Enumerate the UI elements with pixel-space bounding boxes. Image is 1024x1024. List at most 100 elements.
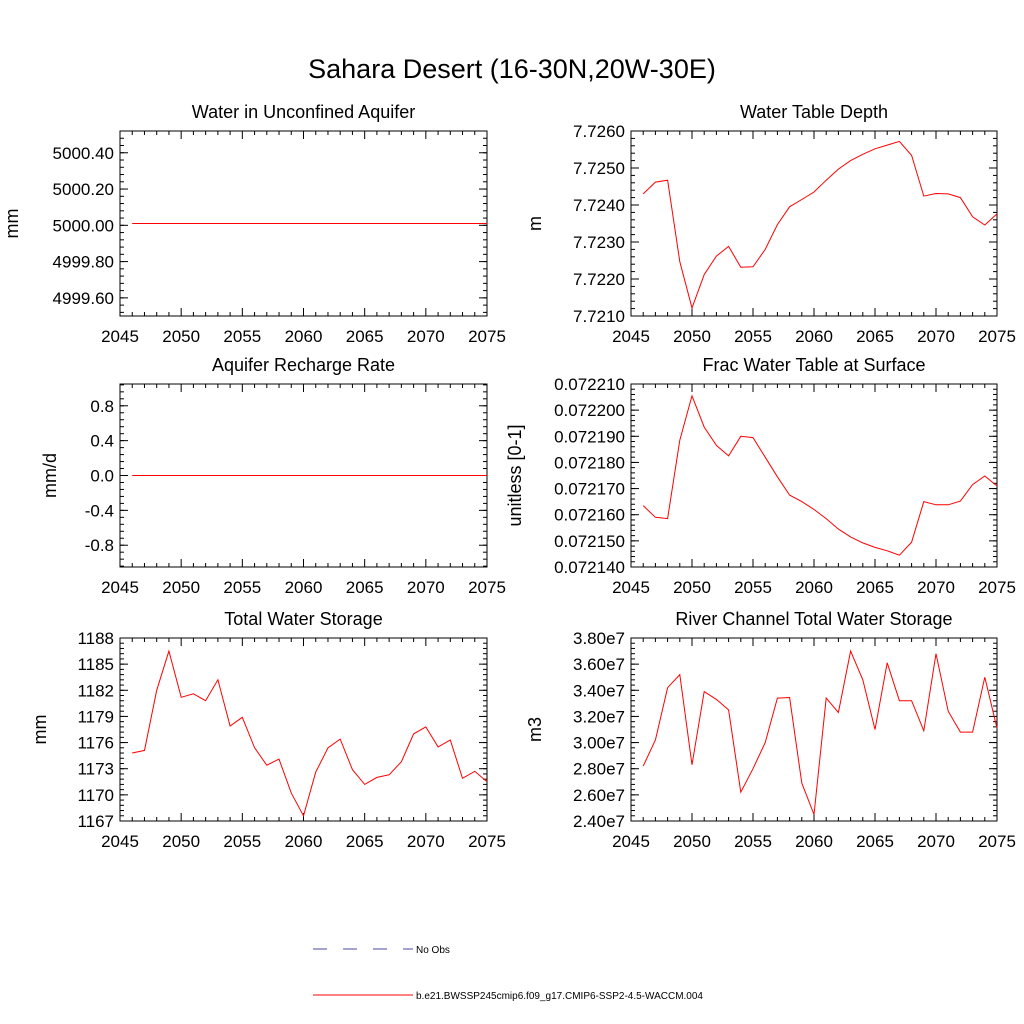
x-tick-label: 2055 bbox=[734, 327, 772, 346]
y-tick-label: 2.80e7 bbox=[573, 760, 625, 779]
x-tick-label: 2050 bbox=[162, 578, 200, 597]
x-tick-label: 2070 bbox=[407, 327, 445, 346]
legend-label-no-obs: No Obs bbox=[416, 945, 450, 956]
x-tick-label: 2045 bbox=[101, 578, 139, 597]
x-tick-label: 2045 bbox=[612, 327, 650, 346]
panel-1: Water in Unconfined Aquifer mm 2045 2050 205… bbox=[2, 102, 506, 346]
series-line bbox=[642, 394, 998, 556]
legend-label-model: b.e21.BWSSP245cmip6.f09_g17.CMIP6-SSP2-4… bbox=[416, 991, 703, 1002]
x-tick-label: 2075 bbox=[978, 327, 1016, 346]
x-tick-label: 2045 bbox=[101, 327, 139, 346]
x-tick-label: 2060 bbox=[285, 832, 323, 851]
y-tick-label: 4999.80 bbox=[53, 253, 114, 272]
y-tick-label: 7.7240 bbox=[573, 196, 625, 215]
y-tick-label: 2.60e7 bbox=[573, 786, 625, 805]
y-tick-label: 0.8 bbox=[90, 397, 114, 416]
y-axis-label: mm bbox=[2, 209, 22, 239]
plot-frame bbox=[630, 383, 998, 568]
x-tick-label: 2060 bbox=[795, 832, 833, 851]
plot-frame bbox=[630, 637, 998, 822]
y-tick-label: 5000.40 bbox=[53, 144, 114, 163]
x-tick-label: 2050 bbox=[673, 327, 711, 346]
x-tick-label: 2065 bbox=[856, 327, 894, 346]
y-axis-label: mm bbox=[30, 715, 50, 745]
x-tick-label: 2060 bbox=[795, 327, 833, 346]
y-tick-label: 0.072180 bbox=[554, 453, 625, 472]
y-tick-label: 7.7250 bbox=[573, 159, 625, 178]
panel-title: River Channel Total Water Storage bbox=[675, 609, 952, 629]
y-tick-label: 3.60e7 bbox=[573, 655, 625, 674]
y-tick-label: 1185 bbox=[77, 655, 114, 674]
panel-title: Water Table Depth bbox=[740, 102, 888, 122]
panel-5: Total Water Storage mm 2045 2050 2055 2060 206… bbox=[30, 609, 506, 851]
x-tick-label: 2075 bbox=[978, 578, 1016, 597]
x-tick-label: 2075 bbox=[978, 832, 1016, 851]
y-tick-label: 4999.60 bbox=[53, 289, 114, 308]
x-tick-label: 2070 bbox=[407, 832, 445, 851]
panel-title: Aquifer Recharge Rate bbox=[212, 355, 395, 375]
y-tick-label: 2.40e7 bbox=[573, 812, 625, 831]
x-tick-label: 2055 bbox=[734, 832, 772, 851]
x-tick-label: 2060 bbox=[285, 327, 323, 346]
y-tick-label: 7.7230 bbox=[573, 233, 625, 252]
x-tick-label: 2050 bbox=[162, 327, 200, 346]
figure-title: Sahara Desert (16-30N,20W-30E) bbox=[308, 54, 716, 84]
x-tick-label: 2060 bbox=[795, 578, 833, 597]
y-tick-label: 0.4 bbox=[90, 432, 114, 451]
x-tick-label: 2060 bbox=[285, 578, 323, 597]
panel-2: Water Table Depth m 2045 2050 2055 2060 2065 20… bbox=[525, 102, 1016, 346]
x-tick-label: 2055 bbox=[223, 832, 261, 851]
x-tick-label: 2050 bbox=[673, 578, 711, 597]
panel-3: Aquifer Recharge Rate mm/d 2045 2050 2055 206… bbox=[40, 355, 506, 597]
y-tick-label: 0.072170 bbox=[554, 480, 625, 499]
y-tick-label: 1179 bbox=[77, 707, 114, 726]
panel-4: Frac Water Table at Surface unitless [0-1… bbox=[505, 355, 1016, 597]
y-tick-label: 5000.00 bbox=[53, 216, 114, 235]
x-tick-label: 2075 bbox=[468, 578, 506, 597]
x-tick-label: 2045 bbox=[612, 832, 650, 851]
y-axis-label: m bbox=[525, 216, 545, 231]
x-tick-label: 2070 bbox=[917, 578, 955, 597]
y-tick-label: 3.00e7 bbox=[573, 734, 625, 753]
x-tick-label: 2050 bbox=[162, 832, 200, 851]
y-tick-label: 1173 bbox=[77, 760, 114, 779]
x-tick-label: 2065 bbox=[856, 578, 894, 597]
plot-frame bbox=[119, 637, 488, 822]
x-tick-label: 2070 bbox=[917, 832, 955, 851]
series-line bbox=[132, 649, 488, 818]
y-tick-label: 1170 bbox=[77, 786, 114, 805]
y-tick-label: 0.072160 bbox=[554, 506, 625, 525]
y-tick-label: 1167 bbox=[77, 812, 114, 831]
y-tick-label: -0.8 bbox=[85, 536, 114, 555]
y-axis-label: unitless [0-1] bbox=[505, 424, 525, 526]
y-tick-label: 7.7220 bbox=[573, 270, 625, 289]
y-tick-label: 1182 bbox=[77, 681, 114, 700]
y-tick-label: 5000.20 bbox=[53, 180, 114, 199]
y-tick-label: 1176 bbox=[77, 734, 114, 753]
y-tick-label: 0.072190 bbox=[554, 427, 625, 446]
y-tick-label: 0.072150 bbox=[554, 532, 625, 551]
y-tick-label: 7.7210 bbox=[573, 307, 625, 326]
x-tick-label: 2050 bbox=[673, 832, 711, 851]
y-tick-label: 0.0 bbox=[90, 467, 114, 486]
x-tick-label: 2045 bbox=[101, 832, 139, 851]
x-tick-label: 2055 bbox=[223, 578, 261, 597]
plot-frame bbox=[630, 130, 998, 317]
y-tick-label: 3.40e7 bbox=[573, 681, 625, 700]
panel-title: Frac Water Table at Surface bbox=[702, 355, 925, 375]
x-tick-label: 2055 bbox=[734, 578, 772, 597]
x-tick-label: 2065 bbox=[346, 832, 384, 851]
y-axis-label: m3 bbox=[525, 717, 545, 742]
x-tick-label: 2075 bbox=[468, 327, 506, 346]
y-axis-label: mm/d bbox=[40, 453, 60, 498]
y-tick-label: 0.072140 bbox=[554, 558, 625, 577]
y-tick-label: 3.20e7 bbox=[573, 707, 625, 726]
x-tick-label: 2065 bbox=[346, 578, 384, 597]
y-tick-label: 0.072200 bbox=[554, 401, 625, 420]
x-tick-label: 2070 bbox=[917, 327, 955, 346]
x-tick-label: 2075 bbox=[468, 832, 506, 851]
x-tick-label: 2070 bbox=[407, 578, 445, 597]
y-tick-label: 3.80e7 bbox=[573, 629, 625, 648]
y-tick-label: 0.072210 bbox=[554, 375, 625, 394]
